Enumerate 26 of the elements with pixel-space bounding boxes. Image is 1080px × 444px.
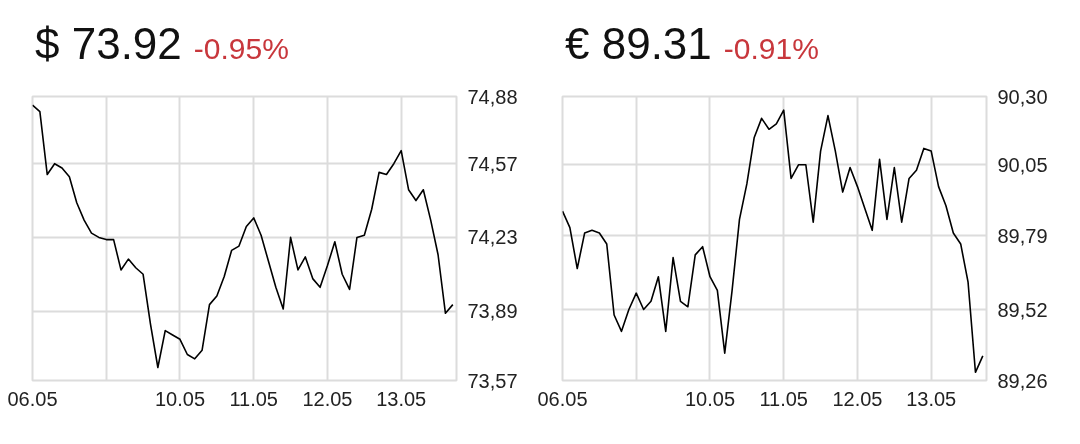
y-tick-label: 74,57	[467, 152, 518, 175]
y-tick-label: 74,23	[467, 226, 518, 249]
chart-title: € 89.31	[565, 19, 712, 68]
x-tick-label: 10.05	[684, 387, 736, 410]
x-tick-label: 06.05	[7, 387, 58, 410]
chart-subtitle: -0.91%	[723, 32, 819, 65]
x-tick-label: 12.05	[832, 387, 883, 410]
y-tick-label: 73,57	[467, 369, 518, 392]
y-tick-label: 89,26	[997, 369, 1048, 392]
x-tick-label: 13.05	[906, 387, 957, 410]
line-series	[562, 109, 984, 374]
x-tick-label: 11.05	[229, 387, 279, 410]
y-tick-label: 74,88	[467, 85, 518, 108]
y-tick-label: 90,05	[997, 153, 1048, 176]
line-series	[32, 104, 454, 369]
chart-title: $ 73.92	[35, 19, 182, 68]
y-tick-label: 73,89	[467, 300, 518, 323]
x-tick-label: 06.05	[537, 387, 588, 410]
x-tick-label: 10.05	[154, 387, 206, 410]
y-tick-label: 89,79	[997, 224, 1048, 247]
y-tick-label: 89,52	[997, 298, 1048, 321]
x-tick-label: 12.05	[302, 387, 353, 410]
x-tick-label: 13.05	[376, 387, 427, 410]
chart-subtitle: -0.95%	[193, 32, 289, 65]
x-tick-label: 11.05	[759, 387, 809, 410]
y-tick-label: 90,30	[997, 85, 1048, 108]
